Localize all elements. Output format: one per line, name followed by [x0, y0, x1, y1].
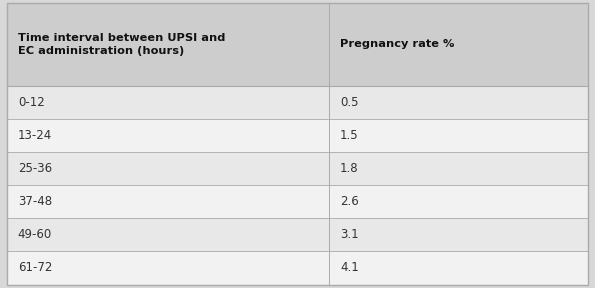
Text: Pregnancy rate %: Pregnancy rate %: [340, 39, 455, 50]
Text: 1.5: 1.5: [340, 129, 359, 142]
Bar: [7, 3, 588, 86]
Text: 49-60: 49-60: [18, 228, 52, 241]
Bar: [7, 185, 588, 218]
Text: 0.5: 0.5: [340, 96, 359, 109]
Bar: [7, 119, 588, 152]
Text: 25-36: 25-36: [18, 162, 52, 175]
Text: 4.1: 4.1: [340, 262, 359, 274]
Bar: [7, 251, 588, 285]
Bar: [7, 152, 588, 185]
Text: 0-12: 0-12: [18, 96, 45, 109]
Text: 13-24: 13-24: [18, 129, 52, 142]
Text: 2.6: 2.6: [340, 195, 359, 208]
Bar: [7, 218, 588, 251]
Text: 37-48: 37-48: [18, 195, 52, 208]
Text: 3.1: 3.1: [340, 228, 359, 241]
Text: 61-72: 61-72: [18, 262, 52, 274]
Bar: [7, 86, 588, 119]
Text: Time interval between UPSI and
EC administration (hours): Time interval between UPSI and EC admini…: [18, 33, 226, 56]
Text: 1.8: 1.8: [340, 162, 359, 175]
